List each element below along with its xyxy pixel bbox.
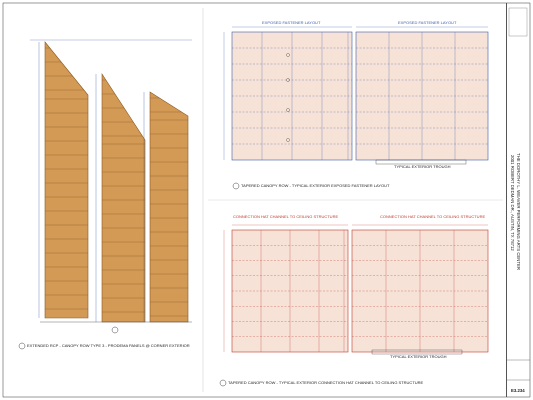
top-plan-caption: TAPERED CANOPY ROW - TYPICAL EXTERIOR EX… bbox=[241, 183, 390, 188]
panel-column-3 bbox=[149, 91, 189, 323]
panel-column-2 bbox=[101, 72, 146, 323]
fastener-marker bbox=[286, 78, 290, 82]
top-left-plan-title: EXPOSED FASTENER LAYOUT bbox=[262, 20, 321, 25]
bottom-right-plan-title: CONNECTION HAT CHANNEL TO CEILING STRUCT… bbox=[380, 214, 486, 219]
top-trough bbox=[375, 159, 467, 165]
project-address: 2001 ROBERT DEDMAN DR., AUSTIN, TX 78712 bbox=[510, 155, 515, 251]
bottom-trough bbox=[371, 349, 463, 355]
panel-column-1 bbox=[44, 41, 89, 319]
sheet-number: E3.234 bbox=[511, 388, 525, 393]
drain-symbol bbox=[111, 326, 119, 334]
top-trough-label: TYPICAL EXTERIOR TROUGH bbox=[394, 164, 451, 169]
fastener-marker bbox=[286, 53, 290, 57]
fastener-marker bbox=[286, 138, 290, 142]
top-right-plan-title: EXPOSED FASTENER LAYOUT bbox=[398, 20, 457, 25]
project-name: THE DOROTHY L. WEAVER PERFORMING ARTS CE… bbox=[516, 153, 521, 270]
left-plan-caption: EXTENDED RCP - CANOPY ROW TYPE 3 - PRODE… bbox=[27, 343, 190, 348]
detail-marker bbox=[18, 342, 26, 350]
detail-marker bbox=[232, 182, 240, 190]
firm-logo-box bbox=[508, 7, 528, 37]
fastener-marker bbox=[286, 108, 290, 112]
bottom-trough-label: TYPICAL EXTERIOR TROUGH bbox=[390, 354, 447, 359]
detail-marker bbox=[219, 379, 227, 387]
title-block: THE DOROTHY L. WEAVER PERFORMING ARTS CE… bbox=[506, 3, 531, 397]
bottom-plan-caption: TAPERED CANOPY ROW - TYPICAL EXTERIOR CO… bbox=[228, 380, 424, 385]
bottom-left-plan-title: CONNECTION HAT CHANNEL TO CEILING STRUCT… bbox=[233, 214, 339, 219]
